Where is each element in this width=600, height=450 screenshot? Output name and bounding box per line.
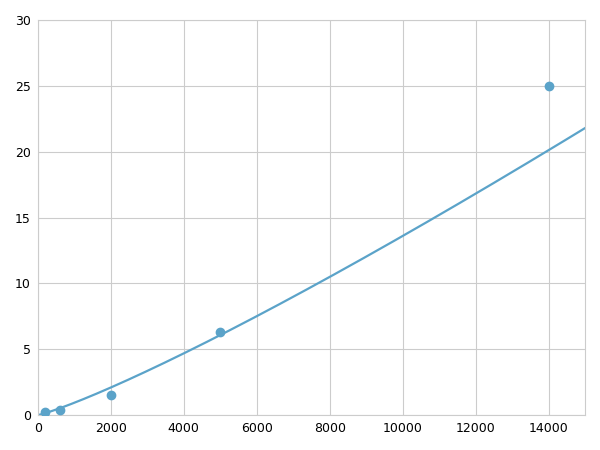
Point xyxy=(40,409,50,416)
Point xyxy=(544,82,553,90)
Point xyxy=(55,406,65,414)
Point xyxy=(106,392,116,399)
Point xyxy=(215,328,225,336)
